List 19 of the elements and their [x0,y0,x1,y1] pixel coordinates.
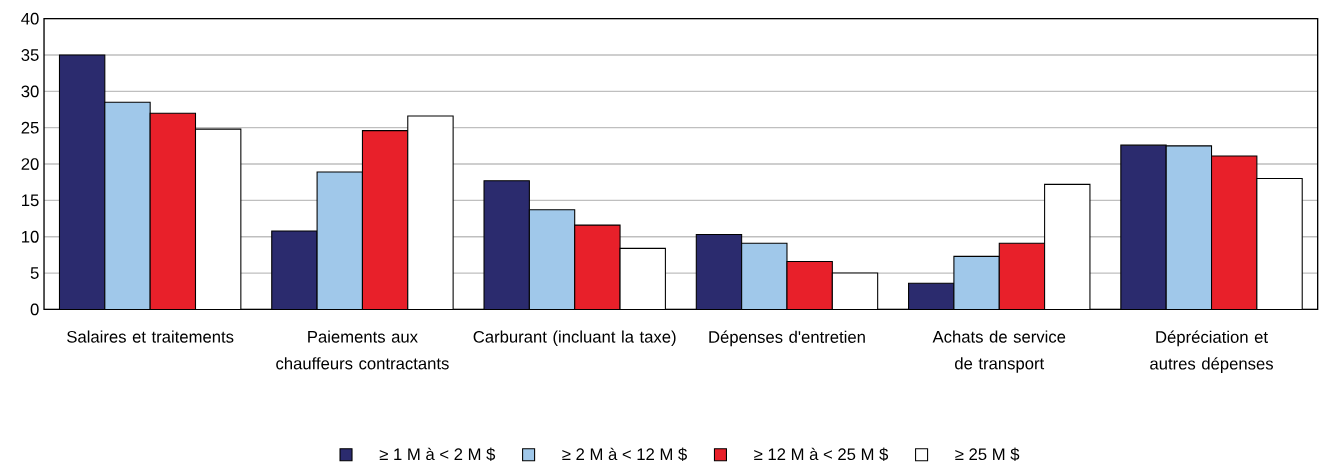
legend-label: ≥ 25 M $ [955,447,1020,461]
y-tick-label: 20 [21,158,39,170]
x-tick-label: Salaires et traitements [67,330,234,343]
y-tick-label: 35 [21,48,39,61]
x-tick-label: Paiements aux chauffeurs contractants [276,330,449,370]
y-tick-label: 25 [21,121,39,134]
y-tick-label: 15 [22,194,39,207]
x-tick-label: Achats de service de transport [932,330,1066,373]
y-tick-label: 5 [30,267,39,279]
x-tick-label: Carburant (incluant la taxe) [473,330,676,346]
legend-label: ≥ 12 M à < 25 M $ [754,447,889,461]
x-tick-label: Dépréciation et autres dépenses [1150,330,1273,373]
legend-label: ≥ 1 M à < 2 M $ [379,447,496,461]
x-tick-label: Dépenses d'entretien [709,330,865,347]
y-tick-label: 0 [30,303,39,316]
y-tick-label: 40 [21,12,39,25]
y-tick-label: 10 [22,230,39,243]
legend-label: ≥ 2 M à < 12 M $ [562,447,687,461]
y-tick-label: 30 [21,85,39,98]
